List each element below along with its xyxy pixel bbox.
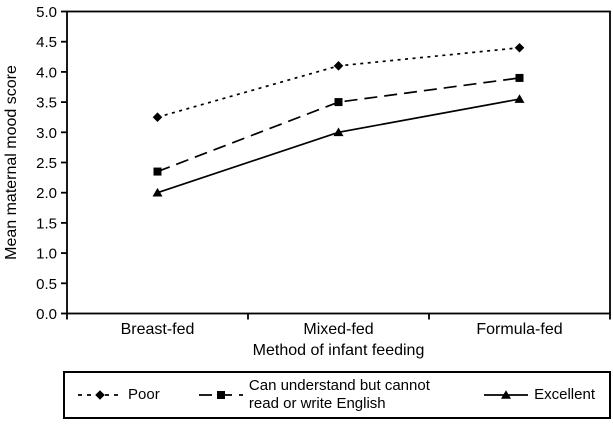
- legend-swatch-graphic: [78, 390, 122, 400]
- y-axis-tick-label: 2.5: [36, 155, 57, 172]
- data-point-triangle: [152, 187, 163, 197]
- chart-canvas: 0.0 0.5 1.0 1.5 2.0 2.5 3.0 3.5 4.0 4.5 5.0 Breast-…: [3, 4, 611, 359]
- dashed-line-square-marker-icon: [198, 387, 244, 403]
- legend-label-excellent: Excellent: [534, 385, 595, 403]
- legend-swatch-graphic: [198, 391, 243, 399]
- dotted-line-diamond-marker-icon: [77, 387, 123, 403]
- data-point-triangle: [333, 127, 344, 137]
- legend-label-understand-english: Can understand but cannot read or write …: [248, 376, 430, 412]
- y-axis-tick-label: 3.5: [36, 95, 57, 112]
- data-point-square: [153, 167, 162, 176]
- data-point-triangle: [514, 94, 525, 103]
- data-point-square: [515, 73, 524, 82]
- legend-label-poor: Poor: [128, 385, 160, 403]
- legend-swatch-marker: [216, 391, 225, 399]
- y-axis-tick-label: 3.0: [36, 125, 57, 142]
- plot-border: [66, 10, 611, 315]
- y-axis-tick-label: 4.0: [36, 64, 57, 81]
- y-axis-tick-label: 1.5: [36, 215, 57, 232]
- data-point-diamond: [333, 61, 344, 71]
- x-axis-category-label: Formula-fed: [476, 321, 562, 338]
- legend-entry-understand-english: Can understand but cannot read or write …: [198, 377, 445, 414]
- solid-line-triangle-marker-icon: [483, 387, 529, 403]
- data-point-diamond: [514, 42, 525, 53]
- x-axis-category-label: Mixed-fed: [303, 321, 373, 338]
- series-line-triangle: [157, 98, 520, 194]
- y-axis-tick-label: 5.0: [36, 4, 57, 21]
- data-point-square: [334, 98, 343, 107]
- series-line-square: [157, 77, 520, 173]
- y-axis-tick-label: 0.0: [36, 306, 57, 323]
- legend-swatch-marker: [501, 390, 512, 399]
- y-axis-tick-label: 2.0: [36, 185, 57, 202]
- legend-entry-excellent: Excellent: [483, 386, 595, 404]
- legend-entry-poor: Poor: [77, 386, 160, 404]
- legend: Poor Can understand but cannot read or w…: [63, 371, 611, 419]
- series-line-diamond: [157, 46, 520, 119]
- y-axis-tick-label: 1.0: [36, 246, 57, 263]
- legend-swatch-graphic: [484, 390, 529, 399]
- data-point-diamond: [152, 112, 163, 122]
- y-axis-tick-label: 0.5: [36, 276, 57, 293]
- y-axis-tick-label: 4.5: [36, 34, 57, 51]
- y-axis-title: Mean maternal mood score: [3, 65, 20, 260]
- x-axis-category-label: Breast-fed: [121, 321, 195, 338]
- legend-swatch-marker: [95, 390, 105, 400]
- x-axis-title: Method of infant feeding: [253, 342, 425, 359]
